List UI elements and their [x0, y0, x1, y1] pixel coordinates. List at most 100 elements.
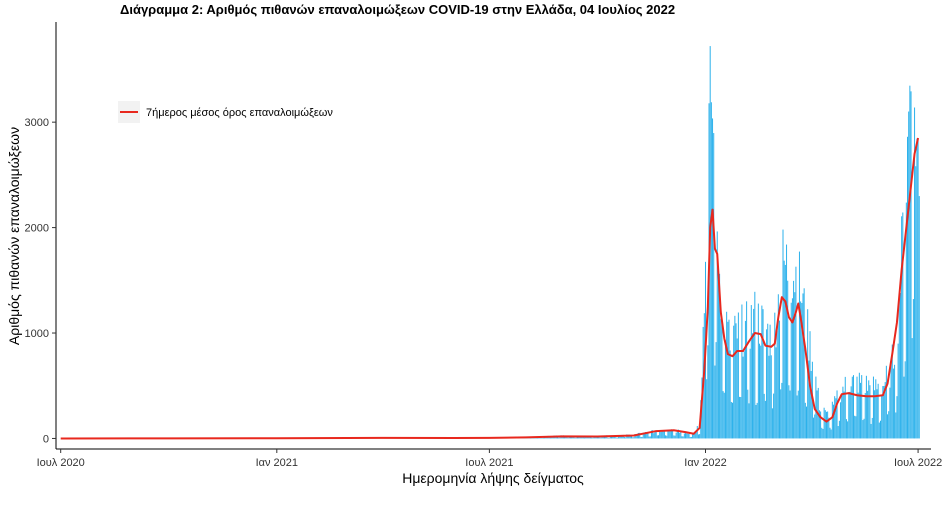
daily-bar	[760, 345, 762, 439]
daily-bar	[841, 393, 843, 439]
daily-bar	[533, 437, 535, 439]
daily-bar	[723, 392, 725, 439]
bars-layer	[63, 46, 920, 439]
daily-bar	[828, 417, 830, 439]
daily-bar	[747, 389, 749, 439]
y-tick-label: 3000	[25, 117, 49, 129]
daily-bar	[838, 420, 840, 439]
daily-bar	[770, 355, 772, 439]
daily-bar	[895, 412, 897, 439]
daily-bar	[669, 429, 671, 439]
daily-bar	[645, 431, 647, 439]
daily-bar	[675, 432, 677, 439]
daily-bar	[584, 437, 586, 439]
daily-bar	[908, 111, 910, 439]
daily-bar	[647, 432, 649, 439]
daily-bar	[850, 386, 852, 439]
daily-bar	[764, 400, 766, 439]
daily-bar	[623, 437, 625, 439]
daily-bar	[876, 389, 878, 439]
daily-bar	[887, 414, 889, 439]
daily-bar	[648, 436, 650, 439]
daily-bar	[753, 308, 755, 439]
daily-bar	[831, 401, 833, 439]
daily-bar	[905, 202, 907, 439]
daily-bar	[607, 437, 609, 439]
daily-bar	[614, 435, 616, 439]
daily-bar	[609, 436, 611, 439]
daily-bar	[706, 379, 708, 439]
daily-bar	[814, 414, 816, 439]
x-tick-label: Ιουλ 2022	[894, 457, 942, 469]
daily-bar	[856, 376, 858, 439]
daily-bar	[864, 393, 866, 439]
x-tick-label: Ιουλ 2021	[465, 457, 513, 469]
daily-bar	[827, 411, 829, 439]
daily-bar	[910, 91, 912, 439]
daily-bar	[795, 266, 797, 439]
daily-bar	[774, 312, 776, 439]
x-tick-label: Ιουλ 2020	[37, 457, 85, 469]
daily-bar	[763, 393, 765, 439]
daily-bar	[791, 298, 793, 439]
daily-bar	[635, 434, 637, 439]
daily-bar	[757, 303, 759, 439]
daily-bar	[696, 426, 698, 439]
daily-bar	[833, 404, 835, 439]
daily-bar	[877, 383, 879, 439]
daily-bar	[901, 216, 903, 439]
daily-bar	[849, 391, 851, 439]
daily-bar	[842, 386, 844, 439]
daily-bar	[574, 437, 576, 439]
daily-bar	[912, 299, 914, 439]
daily-bar	[599, 437, 601, 439]
daily-bar	[582, 437, 584, 439]
daily-bar	[641, 436, 643, 439]
daily-bar	[822, 428, 824, 439]
daily-bar	[670, 429, 672, 439]
daily-bar	[897, 343, 899, 439]
daily-bar	[714, 365, 716, 439]
daily-bar	[712, 118, 714, 439]
daily-bar	[726, 311, 728, 439]
daily-bar	[596, 436, 598, 439]
daily-bar	[769, 324, 771, 439]
daily-bar	[858, 372, 860, 439]
daily-bar	[798, 251, 800, 439]
daily-bar	[625, 437, 627, 439]
daily-bar	[754, 291, 756, 439]
daily-bar	[917, 140, 919, 439]
daily-bar	[687, 433, 689, 439]
daily-bar	[650, 430, 652, 439]
daily-bar	[816, 390, 818, 439]
moving-average-line	[60, 137, 920, 440]
daily-bar	[800, 301, 802, 439]
daily-bar	[742, 356, 744, 439]
daily-bar	[768, 355, 770, 439]
daily-bar	[790, 302, 792, 439]
daily-bar	[697, 434, 699, 439]
y-tick-label: 2000	[25, 223, 49, 235]
daily-bar	[802, 293, 804, 439]
daily-bar	[559, 437, 561, 439]
daily-bar	[874, 390, 876, 439]
daily-bar	[729, 350, 731, 439]
daily-bar	[852, 375, 854, 439]
daily-bar	[749, 348, 751, 439]
daily-bar	[660, 432, 662, 439]
daily-bar	[667, 431, 669, 439]
daily-bar	[902, 212, 904, 439]
daily-bar	[843, 391, 845, 439]
daily-bar	[782, 229, 784, 439]
daily-bar	[613, 436, 615, 439]
daily-bar	[719, 273, 721, 439]
daily-bar	[567, 437, 569, 439]
daily-bar	[666, 435, 668, 439]
y-axis-title: Αριθμός πιθανών επαναλοιμώξεων	[6, 127, 22, 345]
daily-bar	[654, 431, 656, 439]
daily-bar	[605, 436, 607, 439]
daily-bar	[643, 433, 645, 439]
daily-bar	[880, 420, 881, 439]
daily-bar	[748, 403, 750, 439]
